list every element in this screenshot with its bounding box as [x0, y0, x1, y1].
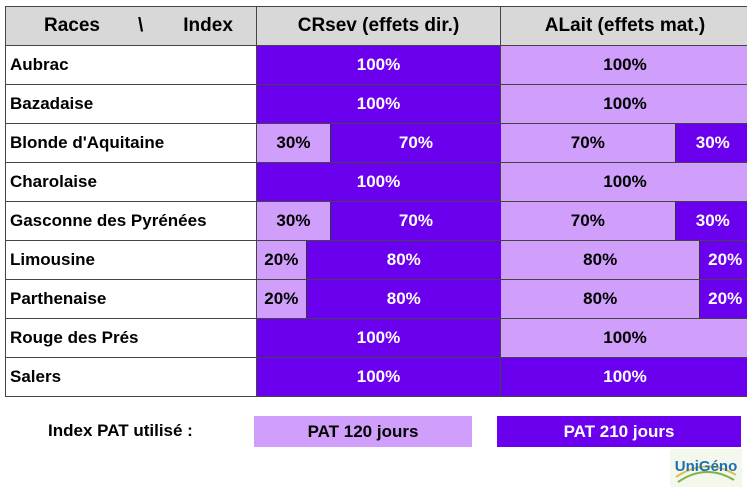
pat210-share: 70% — [329, 202, 501, 240]
race-name: Gasconne des Pyrénées — [5, 201, 257, 241]
table-row: Salers 100% 100% — [5, 357, 747, 397]
table-row: Bazadaise 100% 100% — [5, 84, 747, 124]
table-row: Parthenaise 20% 80% 80% 20% — [5, 279, 747, 319]
race-name: Rouge des Prés — [5, 318, 257, 358]
legend-pat210: PAT 210 jours — [497, 416, 741, 447]
header-crsev: CRsev (effets dir.) — [256, 6, 501, 46]
pat120-share: 80% — [501, 241, 700, 279]
header-races-index: Races \ Index — [5, 6, 257, 46]
header-separator: \ — [138, 15, 144, 36]
alait-cell: 70% 30% — [500, 123, 747, 163]
pat120-share: 30% — [257, 202, 330, 240]
crsev-cell: 100% — [256, 357, 501, 397]
header-alait: ALait (effets mat.) — [500, 6, 747, 46]
pat210-share: 100% — [257, 46, 500, 84]
crsev-cell: 100% — [256, 45, 501, 85]
pat120-share: 20% — [257, 280, 306, 318]
pat120-share: 100% — [501, 319, 747, 357]
pat210-share: 80% — [305, 241, 501, 279]
pat120-share: 100% — [501, 163, 747, 201]
crsev-cell: 20% 80% — [256, 279, 501, 319]
alait-cell: 100% — [500, 84, 747, 124]
logo-text: UniGéno — [675, 458, 738, 475]
race-name: Parthenaise — [5, 279, 257, 319]
pat210-share: 80% — [305, 280, 501, 318]
crsev-cell: 100% — [256, 318, 501, 358]
crsev-cell: 20% 80% — [256, 240, 501, 280]
header-index: Index — [183, 15, 233, 36]
alait-cell: 100% — [500, 318, 747, 358]
pat210-share: 100% — [257, 85, 500, 123]
race-name: Salers — [5, 357, 257, 397]
crsev-cell: 30% 70% — [256, 123, 501, 163]
table-row: Gasconne des Pyrénées 30% 70% 70% 30% — [5, 201, 747, 241]
pat210-share: 20% — [699, 241, 747, 279]
alait-cell: 100% — [500, 357, 747, 397]
alait-cell: 80% 20% — [500, 279, 747, 319]
pat210-share: 30% — [674, 202, 747, 240]
pat210-share: 20% — [699, 280, 747, 318]
race-name: Blonde d'Aquitaine — [5, 123, 257, 163]
pat210-share: 100% — [501, 358, 747, 396]
pat210-share: 100% — [257, 319, 500, 357]
pat210-share: 100% — [257, 358, 500, 396]
table-row: Rouge des Prés 100% 100% — [5, 318, 747, 358]
pat210-share: 70% — [329, 124, 501, 162]
pat120-share: 80% — [501, 280, 700, 318]
pat210-share: 30% — [674, 124, 747, 162]
race-name: Limousine — [5, 240, 257, 280]
alait-cell: 100% — [500, 162, 747, 202]
table-row: Charolaise 100% 100% — [5, 162, 747, 202]
legend-pat120: PAT 120 jours — [254, 416, 472, 447]
table-row: Aubrac 100% 100% — [5, 45, 747, 85]
race-name: Charolaise — [5, 162, 257, 202]
table-row: Limousine 20% 80% 80% 20% — [5, 240, 747, 280]
breed-index-table: Races \ Index CRsev (effets dir.) ALait … — [5, 6, 747, 397]
pat120-share: 30% — [257, 124, 330, 162]
race-name: Aubrac — [5, 45, 257, 85]
legend-label: Index PAT utilisé : — [48, 421, 193, 440]
crsev-cell: 100% — [256, 162, 501, 202]
pat210-share: 100% — [257, 163, 500, 201]
pat120-share: 70% — [501, 202, 675, 240]
pat120-share: 70% — [501, 124, 675, 162]
alait-cell: 80% 20% — [500, 240, 747, 280]
race-name: Bazadaise — [5, 84, 257, 124]
pat120-share: 100% — [501, 85, 747, 123]
crsev-cell: 30% 70% — [256, 201, 501, 241]
alait-cell: 100% — [500, 45, 747, 85]
pat120-share: 100% — [501, 46, 747, 84]
pat120-share: 20% — [257, 241, 306, 279]
alait-cell: 70% 30% — [500, 201, 747, 241]
header-row: Races \ Index CRsev (effets dir.) ALait … — [5, 6, 747, 46]
header-races: Races — [44, 15, 100, 36]
table-row: Blonde d'Aquitaine 30% 70% 70% 30% — [5, 123, 747, 163]
crsev-cell: 100% — [256, 84, 501, 124]
unigeno-logo: UniGéno — [670, 449, 742, 487]
